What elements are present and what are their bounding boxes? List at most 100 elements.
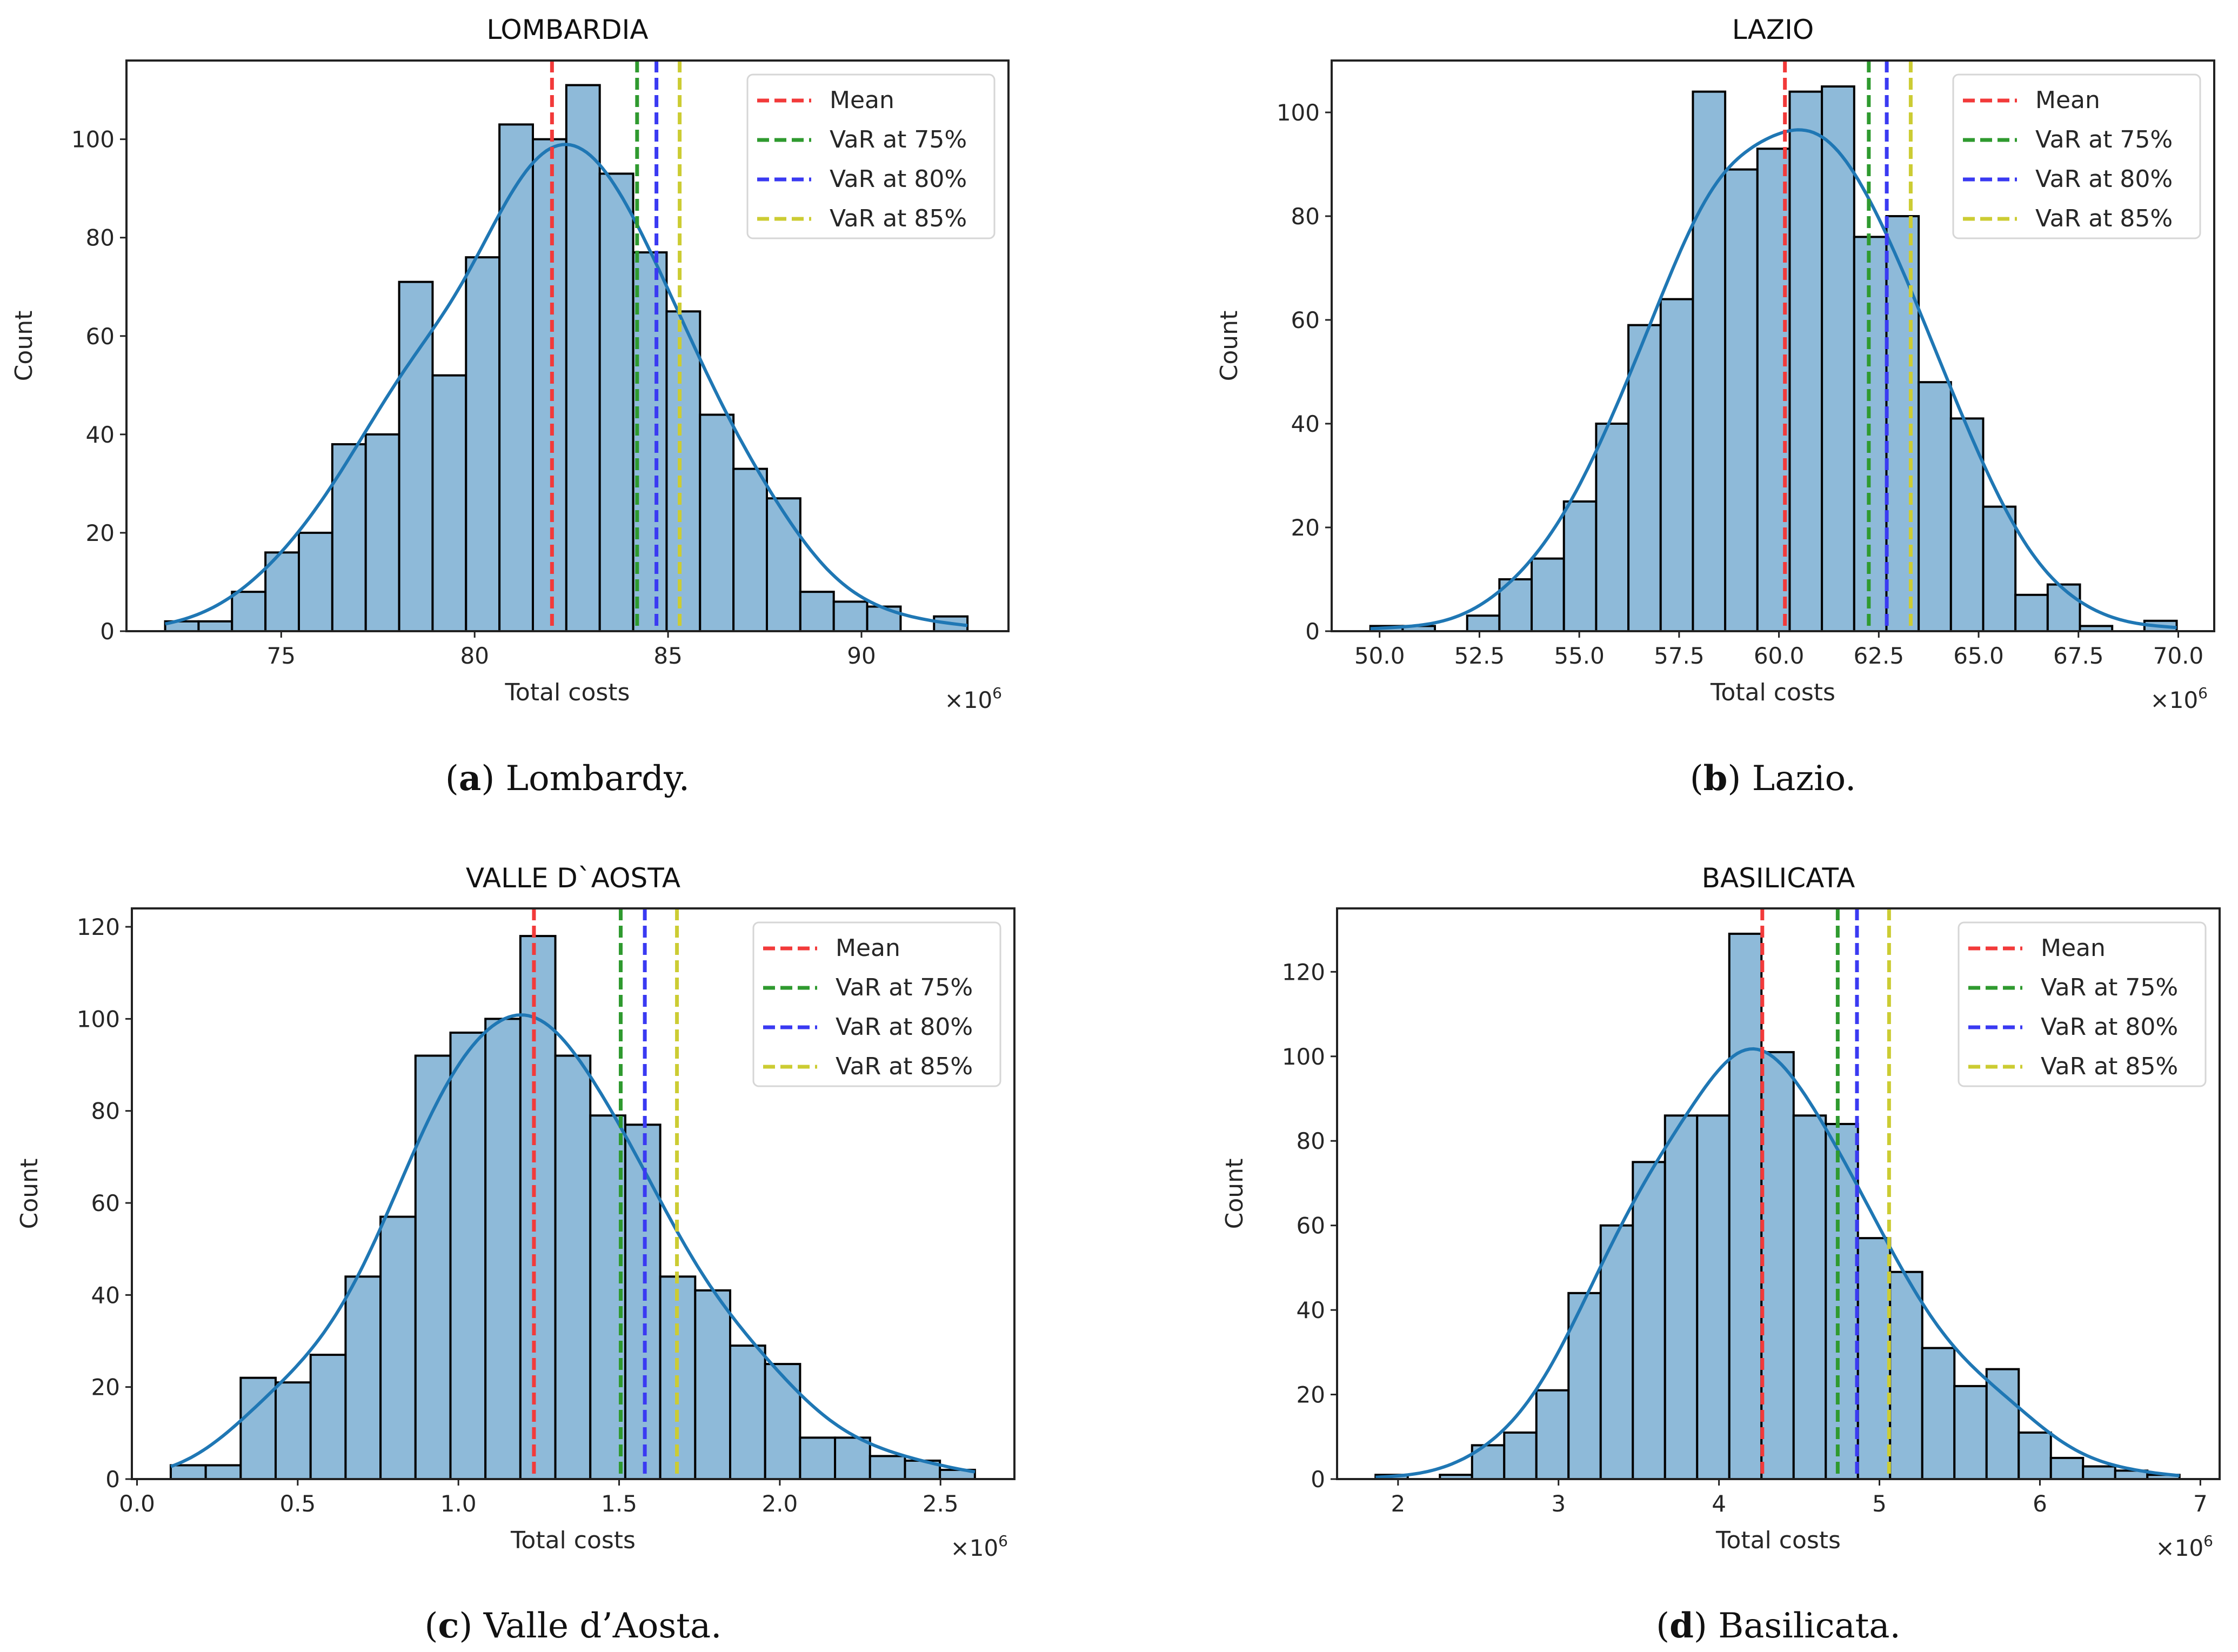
x-tick-label: 0.5 (279, 1490, 316, 1517)
histogram-bar (1531, 557, 1565, 632)
x-tick-label: 67.5 (2053, 643, 2104, 669)
histogram-bar (1724, 168, 1759, 633)
histogram-bar (866, 605, 902, 633)
y-tick-label: 40 (1291, 411, 1320, 437)
y-tick-label: 20 (1291, 514, 1320, 541)
histogram-bar (231, 591, 267, 632)
histogram-bar (1503, 1431, 1538, 1481)
figure-caption: (a) Lombardy. (445, 758, 690, 799)
legend-box (1952, 73, 2201, 239)
legend: Mean VaR at 75% VaR at 80% VaR at 85% (1958, 921, 2207, 1087)
chart-panel-b: LAZIO 50.0 52.5 55.0 57.5 60.0 62.5 65.0 67.5 70.… (1215, 14, 2215, 799)
y-tick-label: 100 (1282, 1044, 1325, 1070)
legend-item-var75: VaR at 75% (1963, 126, 2173, 153)
y-tick-label: 120 (77, 914, 120, 940)
x-axis-label: Total costs (1715, 1527, 1841, 1554)
axes-frame (1331, 59, 2215, 632)
legend-item-var80: VaR at 80% (763, 1013, 973, 1041)
legend-label: VaR at 85% (2035, 205, 2173, 232)
histogram-bar (169, 1464, 207, 1481)
histogram-bar (799, 1436, 837, 1480)
histogram-bar (1856, 1237, 1892, 1480)
x-tick-label: 60.0 (1754, 643, 1805, 669)
histogram-bar (204, 1464, 242, 1481)
histogram-bar (1985, 1368, 2020, 1481)
legend-label: VaR at 85% (830, 205, 967, 232)
y-tick-label: 40 (1297, 1297, 1325, 1323)
figure-caption: (c) Valle d’Aosta. (424, 1606, 721, 1646)
legend-label: Mean (2035, 86, 2100, 114)
y-tick-label: 60 (86, 323, 115, 350)
x-tick-label: 5 (1872, 1490, 1887, 1517)
histogram-bar (197, 620, 233, 632)
histogram-bar (2082, 1465, 2116, 1481)
y-tick-label: 100 (71, 126, 115, 153)
histogram-bar (1599, 1224, 1634, 1481)
x-tick-label: 70.0 (2153, 643, 2204, 669)
x-tick-label: 2.0 (761, 1490, 798, 1517)
y-tick-label: 80 (91, 1098, 120, 1125)
histogram-bar (699, 413, 735, 633)
histogram-bar (832, 600, 869, 632)
chart-title: BASILICATA (1702, 862, 1855, 894)
legend-label: Mean (830, 86, 894, 114)
histogram-bar (344, 1275, 382, 1480)
legend-item-var75: VaR at 75% (757, 126, 967, 153)
legend-item-var85: VaR at 85% (757, 205, 967, 232)
figure-caption: (d) Basilicata. (1656, 1606, 1901, 1646)
histogram-bar (498, 123, 534, 632)
histogram-bar (598, 172, 634, 632)
legend-item-var75: VaR at 75% (763, 974, 973, 1001)
histogram-bar (1788, 90, 1823, 633)
histogram-bar (1885, 215, 1920, 632)
histogram-bar (765, 497, 801, 633)
histogram-bar (1889, 1270, 1923, 1481)
histogram-bar (554, 1054, 592, 1480)
legend-item-mean: Mean (1963, 86, 2100, 114)
histogram-bar (1728, 932, 1763, 1480)
y-tick-label: 60 (91, 1190, 120, 1216)
histogram-bar (1760, 1051, 1795, 1480)
x-axis-label: Total costs (505, 679, 630, 706)
x-tick-label: 75 (267, 643, 296, 669)
histogram-bar (869, 1455, 906, 1481)
legend-item-mean: Mean (757, 86, 894, 114)
histogram-bar (729, 1345, 766, 1480)
legend-label: VaR at 80% (830, 165, 967, 193)
y-tick-label: 100 (1277, 99, 1320, 126)
figure-caption: (b) Lazio. (1690, 758, 1856, 799)
x-tick-label: 3 (1551, 1490, 1566, 1517)
legend-label: Mean (836, 934, 900, 962)
histogram-bar (309, 1354, 347, 1480)
x-axis-multiplier: ×106 (2150, 684, 2208, 713)
chart-title: LAZIO (1732, 14, 1814, 45)
histogram-bar (1659, 298, 1694, 632)
histogram-bar (1632, 1161, 1666, 1480)
histogram-bar (764, 1363, 801, 1480)
legend-label: VaR at 80% (2041, 1013, 2178, 1041)
x-axis-multiplier: ×106 (945, 684, 1002, 713)
kde-curve (164, 143, 968, 627)
x-tick-label: 57.5 (1654, 643, 1705, 669)
legend: Mean VaR at 75% VaR at 80% VaR at 85% (746, 73, 996, 239)
histogram-bars (164, 84, 969, 633)
y-tick-label: 40 (91, 1282, 120, 1308)
histogram-bar (834, 1436, 871, 1480)
legend-item-var85: VaR at 85% (1968, 1053, 2178, 1080)
histogram-bar (414, 1054, 452, 1480)
legend-box (746, 73, 996, 239)
histogram-bar (732, 467, 768, 632)
legend-label: VaR at 80% (2035, 165, 2173, 193)
y-tick-label: 120 (1282, 959, 1325, 985)
axes-frame (131, 907, 1016, 1480)
y-tick-label: 0 (1305, 618, 1320, 645)
histogram-bar (1921, 1347, 1956, 1481)
x-axis-label: Total costs (510, 1527, 636, 1554)
legend: Mean VaR at 75% VaR at 80% VaR at 85% (1952, 73, 2201, 239)
histogram-bar (275, 1381, 312, 1481)
histogram-bar (364, 433, 400, 632)
histogram-bar (565, 84, 601, 633)
x-tick-label: 55.0 (1554, 643, 1605, 669)
y-tick-label: 80 (1291, 203, 1320, 230)
